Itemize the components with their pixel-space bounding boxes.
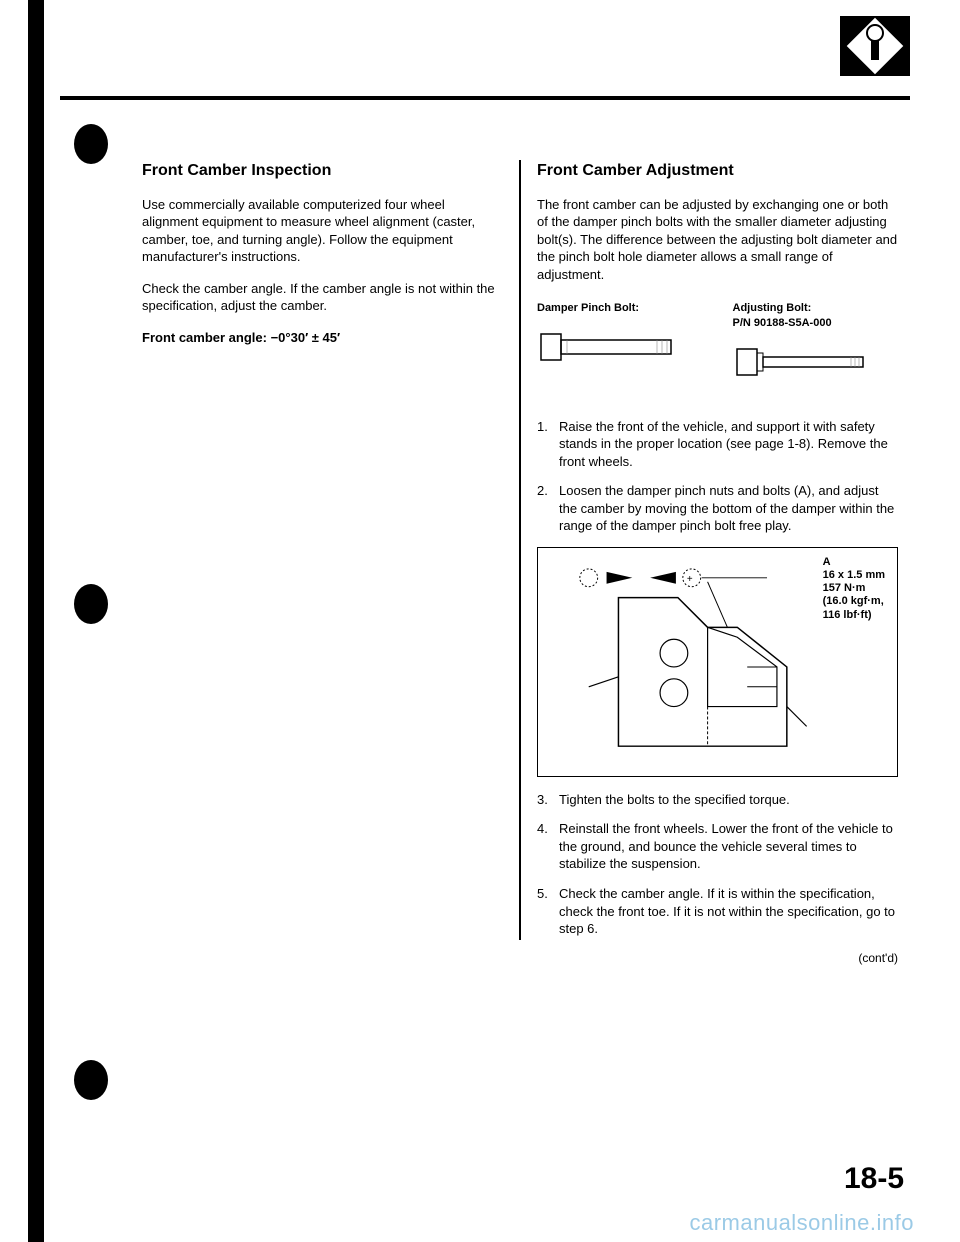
section-dot-mid xyxy=(74,584,108,624)
section-dot-bot xyxy=(74,1060,108,1100)
callout-size: 16 x 1.5 mm xyxy=(823,569,885,581)
header-rule xyxy=(60,96,910,100)
watermark: carmanualsonline.info xyxy=(689,1210,914,1236)
step-4: Reinstall the front wheels. Lower the fr… xyxy=(537,820,898,873)
section-dot-top xyxy=(74,124,108,164)
page-number: 18-5 xyxy=(844,1162,904,1196)
right-intro: The front camber can be adjusted by exch… xyxy=(537,196,898,284)
camber-spec: Front camber angle: −0°30′ ± 45′ xyxy=(142,329,503,347)
step-2: Loosen the damper pinch nuts and bolts (… xyxy=(537,482,898,535)
left-p2: Check the camber angle. If the camber an… xyxy=(142,280,503,315)
suspension-section-icon xyxy=(840,16,910,76)
left-column: Front Camber Inspection Use commercially… xyxy=(130,160,515,1142)
damper-diagram: + A 16 x 1.5 mm xyxy=(537,547,898,777)
adjusting-bolt-icon xyxy=(733,339,883,385)
adj-bolt-l2: P/N 90188-S5A-000 xyxy=(733,317,832,329)
manual-page: Front Camber Inspection Use commercially… xyxy=(0,0,960,1242)
pinch-bolt-block: Damper Pinch Bolt: xyxy=(537,301,703,389)
content-columns: Front Camber Inspection Use commercially… xyxy=(130,160,910,1142)
pinch-bolt-icon xyxy=(537,324,687,370)
adjusting-bolt-block: Adjusting Bolt: P/N 90188-S5A-000 xyxy=(733,301,899,389)
step-1: Raise the front of the vehicle, and supp… xyxy=(537,418,898,471)
adj-bolt-l1: Adjusting Bolt: xyxy=(733,302,812,314)
diagram-callout: A 16 x 1.5 mm 157 N·m (16.0 kgf·m, 116 l… xyxy=(823,556,885,622)
spec-value: −0°30′ ± 45′ xyxy=(271,330,341,345)
pinch-bolt-label: Damper Pinch Bolt: xyxy=(537,301,703,316)
callout-lbf: 116 lbf·ft) xyxy=(823,609,872,621)
right-title: Front Camber Adjustment xyxy=(537,160,898,182)
step-5: Check the camber angle. If it is within … xyxy=(537,885,898,938)
procedure-steps: Raise the front of the vehicle, and supp… xyxy=(537,418,898,535)
scan-binding-edge xyxy=(28,0,44,1242)
step-3: Tighten the bolts to the specified torqu… xyxy=(537,791,898,809)
callout-a: A xyxy=(823,556,831,568)
callout-nm: 157 N·m xyxy=(823,582,866,594)
left-p1: Use commercially available computerized … xyxy=(142,196,503,266)
adjusting-bolt-label: Adjusting Bolt: P/N 90188-S5A-000 xyxy=(733,301,899,331)
right-column: Front Camber Adjustment The front camber… xyxy=(525,160,910,1142)
bolt-illustrations: Damper Pinch Bolt: Adjusting Bolt: P/N 9… xyxy=(537,301,898,389)
procedure-steps-contd: Tighten the bolts to the specified torqu… xyxy=(537,791,898,938)
left-title: Front Camber Inspection xyxy=(142,160,503,182)
svg-text:+: + xyxy=(687,574,693,585)
callout-kgf: (16.0 kgf·m, xyxy=(823,595,884,607)
spec-label: Front camber angle: xyxy=(142,330,267,345)
contd-label: (cont'd) xyxy=(537,950,898,966)
column-divider xyxy=(519,160,521,940)
